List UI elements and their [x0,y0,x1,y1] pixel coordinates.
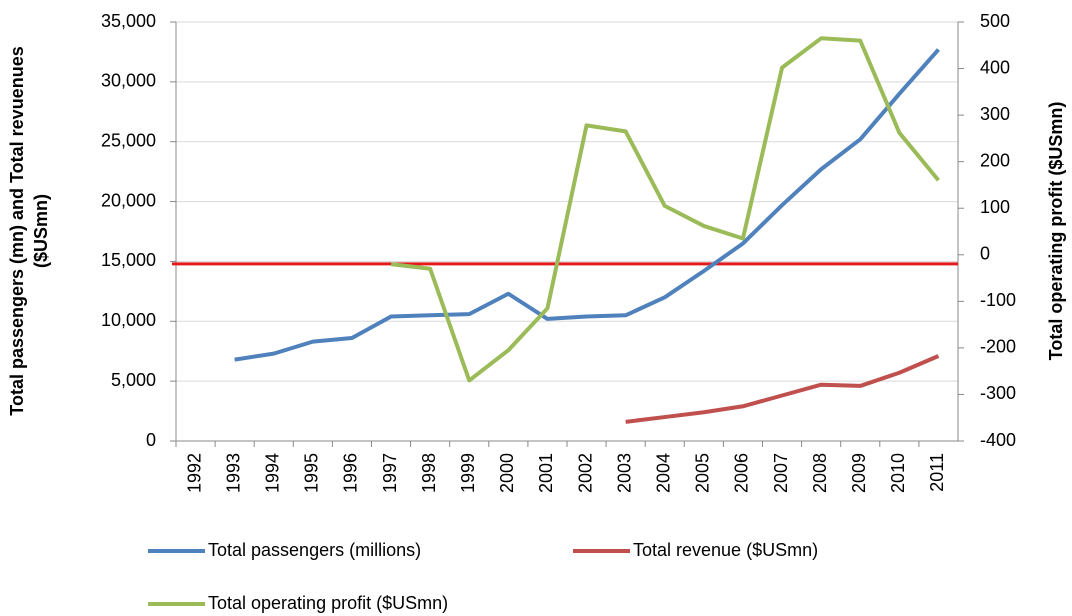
y2-tick-label: -300 [980,383,1016,403]
x-tick-label: 2005 [693,453,713,493]
legend-label: Total revenue ($USmn) [633,540,818,560]
x-tick-label: 2003 [614,453,634,493]
x-tick-label: 2006 [732,453,752,493]
x-tick-label: 1993 [223,453,243,493]
y2-tick-label: 300 [980,104,1010,124]
y2-tick-label: -200 [980,337,1016,357]
x-tick-label: 2011 [927,453,947,492]
x-tick-label: 2010 [888,453,908,493]
y-tick-label: 10,000 [101,310,156,330]
x-tick-label: 1996 [341,453,361,493]
y2-tick-label: 0 [980,244,990,264]
x-tick-label: 1998 [419,453,439,493]
y-tick-label: 5,000 [111,370,156,390]
y-tick-label: 0 [146,430,156,450]
x-tick-label: 2009 [849,453,869,493]
x-tick-label: 2001 [536,453,556,493]
x-tick-label: 1994 [263,453,283,493]
series-line [234,48,940,362]
x-tick-label: 2000 [497,453,517,493]
legend-label: Total operating profit ($USmn) [208,593,448,613]
y2-tick-label: -400 [980,430,1016,450]
y-tick-label: 20,000 [101,190,156,210]
y-tick-label: 35,000 [101,11,156,31]
x-tick-label: 1997 [380,453,400,493]
y-axis-title: Total passengers (mn) and Total revuenue… [7,46,27,415]
y2-tick-label: 100 [980,197,1010,217]
x-tick-label: 2004 [654,453,674,493]
y2-tick-label: -100 [980,290,1016,310]
y2-tick-label: 400 [980,57,1010,77]
x-tick-label: 2007 [771,453,791,493]
x-tick-label: 1995 [302,453,322,493]
y-tick-label: 30,000 [101,71,156,91]
series-line [625,354,940,424]
x-tick-label: 1999 [458,453,478,493]
y2-axis-title: Total operating profit ($USmn) [1046,102,1066,361]
y-tick-label: 15,000 [101,250,156,270]
y-axis-title: ($USmn) [31,194,51,268]
legend-label: Total passengers (millions) [208,540,421,560]
x-tick-label: 1992 [184,453,204,493]
x-tick-label: 2002 [575,453,595,493]
y-tick-label: 25,000 [101,130,156,150]
series-line [390,36,940,383]
y2-tick-label: 200 [980,150,1010,170]
y2-tick-label: 500 [980,11,1010,31]
x-tick-label: 2008 [810,453,830,493]
